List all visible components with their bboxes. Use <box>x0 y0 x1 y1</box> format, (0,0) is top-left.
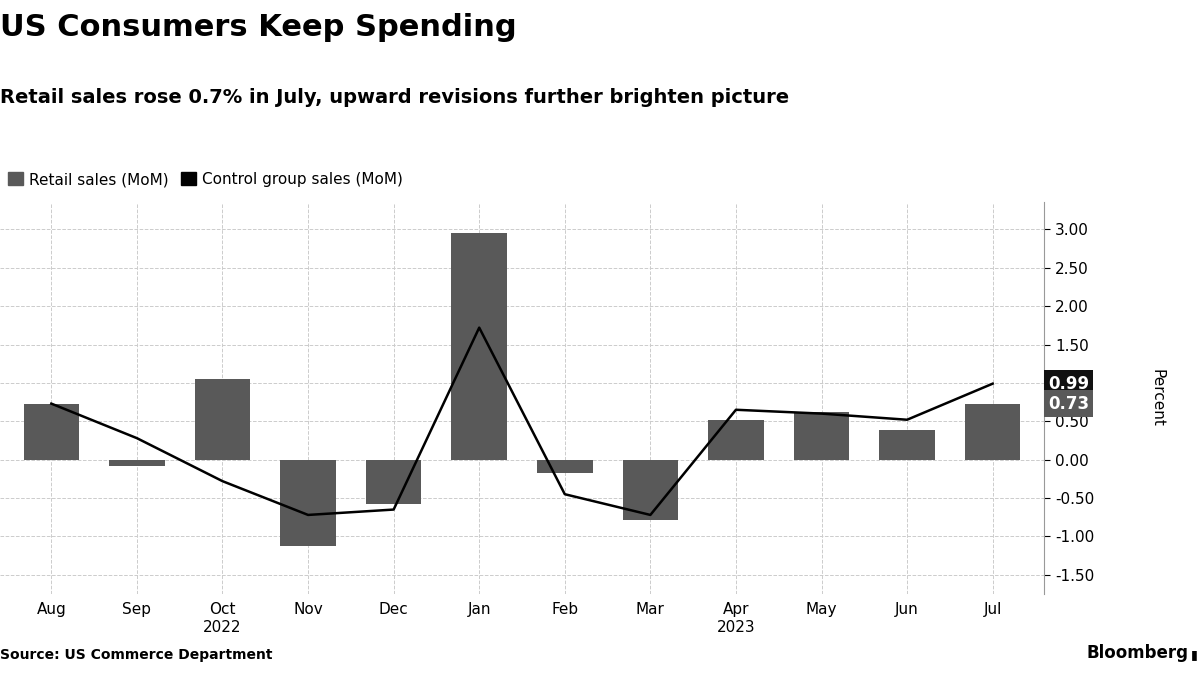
Bar <box>708 420 763 460</box>
Bar <box>194 379 251 460</box>
Legend: Retail sales (MoM), Control group sales (MoM): Retail sales (MoM), Control group sales … <box>7 172 403 187</box>
Text: 0.99: 0.99 <box>1048 375 1090 393</box>
Bar <box>623 460 678 520</box>
Bar <box>24 404 79 460</box>
Text: 0.73: 0.73 <box>1048 395 1090 412</box>
Bar <box>793 412 850 460</box>
Bar <box>109 460 164 466</box>
Bar <box>451 233 508 460</box>
Bar <box>281 460 336 545</box>
Bar <box>965 404 1020 460</box>
Text: ▮: ▮ <box>1190 649 1198 662</box>
Y-axis label: Percent: Percent <box>1150 369 1165 427</box>
Text: Source: US Commerce Department: Source: US Commerce Department <box>0 647 272 662</box>
Text: US Consumers Keep Spending: US Consumers Keep Spending <box>0 14 517 43</box>
Bar <box>366 460 421 504</box>
Bar <box>536 460 593 473</box>
Text: Bloomberg: Bloomberg <box>1086 643 1188 662</box>
Bar <box>880 431 935 460</box>
Text: Retail sales rose 0.7% in July, upward revisions further brighten picture: Retail sales rose 0.7% in July, upward r… <box>0 88 790 107</box>
